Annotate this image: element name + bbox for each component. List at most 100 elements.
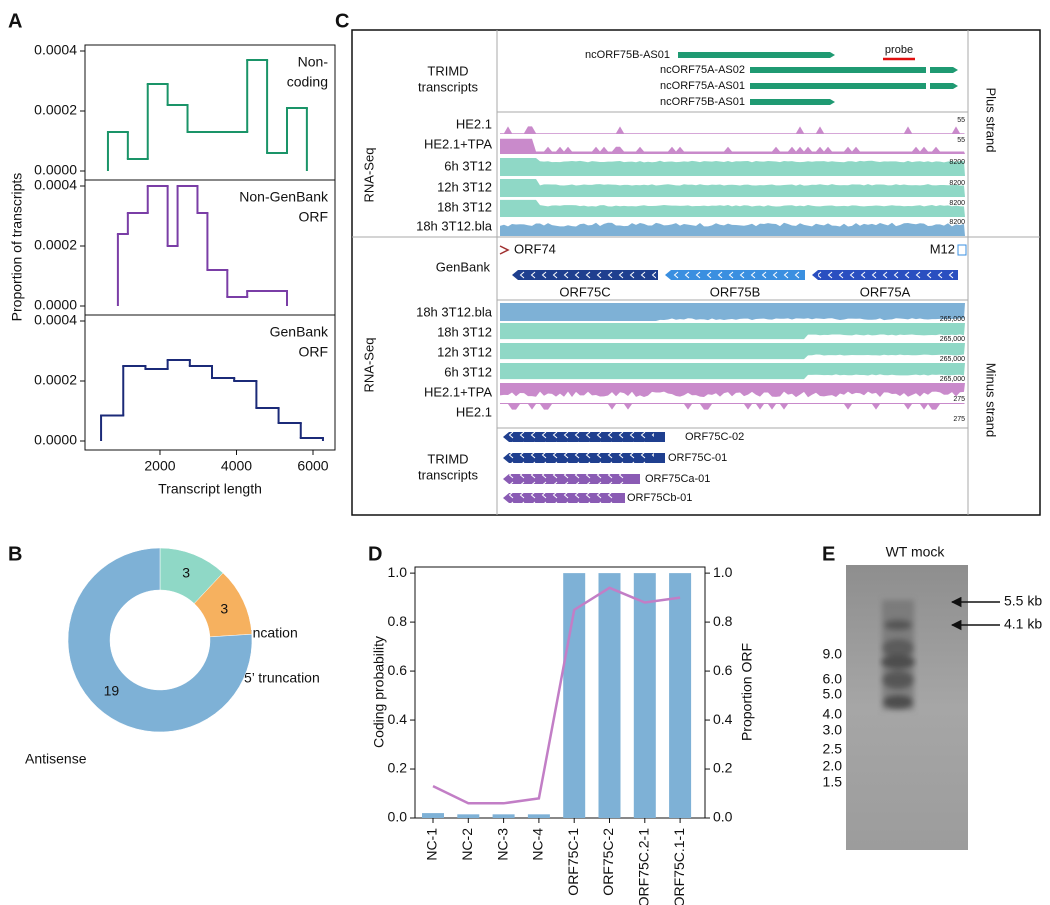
coverage-track xyxy=(500,222,965,236)
transcript-chevrons xyxy=(509,474,629,484)
bar xyxy=(633,573,656,818)
y2-tick-label: 0.4 xyxy=(713,711,733,727)
y-tick-label: 0.0000 xyxy=(34,297,77,313)
transcript-label: ncORF75A-AS02 xyxy=(660,64,745,76)
y-tick-label: 0.6 xyxy=(388,662,408,678)
track-scale: 8200 xyxy=(949,180,965,187)
panel-label: B xyxy=(8,543,22,565)
y-tick-label: 0.0002 xyxy=(34,102,77,118)
track-label: HE2.1 xyxy=(456,116,492,131)
transcript xyxy=(750,83,958,89)
lane-smear xyxy=(882,600,914,710)
gene-label: ORF74 xyxy=(514,241,556,256)
transcript-label: ncORF75B-AS01 xyxy=(585,49,670,61)
section-label: TRIMD xyxy=(427,63,468,78)
series-label: Non- xyxy=(298,54,329,70)
y-tick-label: 0.0004 xyxy=(34,177,77,193)
x-tick-label: NC-3 xyxy=(494,828,510,861)
slice-value: 3 xyxy=(182,565,190,581)
track-label: 6h 3T12 xyxy=(444,364,492,379)
track-label: HE2.1+TPA xyxy=(424,136,492,151)
track-label: 18h 3T12 xyxy=(437,324,492,339)
transcript xyxy=(750,67,958,73)
track-scale: 55 xyxy=(957,117,965,124)
section-label: transcripts xyxy=(418,467,478,482)
series-label: ORF xyxy=(298,344,328,360)
ladder-label: 4.0 xyxy=(823,706,843,722)
track-label: 18h 3T12.bla xyxy=(416,304,493,319)
transcript-label: ORF75Ca-01 xyxy=(645,473,710,485)
coverage-track xyxy=(500,126,965,134)
track-scale: 275 xyxy=(953,396,965,403)
bar xyxy=(598,573,621,818)
transcript-chevrons xyxy=(509,453,654,463)
panel-label: A xyxy=(8,10,22,32)
series-label: Non-GenBank xyxy=(239,189,329,205)
track-scale: 275 xyxy=(953,416,965,423)
bar xyxy=(457,814,480,818)
ladder-label: 6.0 xyxy=(823,671,843,687)
y-tick-label: 0.0000 xyxy=(34,432,77,448)
coverage-track xyxy=(500,178,965,197)
y-tick-label: 0.0002 xyxy=(34,237,77,253)
ladder-label: 5.0 xyxy=(823,686,843,702)
arrow-label: 4.1 kb xyxy=(1004,616,1042,632)
gene-label: M12 xyxy=(930,241,955,256)
ladder-label: 9.0 xyxy=(823,646,843,662)
panel-a-frame xyxy=(84,44,336,451)
y-tick-label: 0.0004 xyxy=(34,312,77,328)
y-tick-label: 1.0 xyxy=(388,564,408,580)
section-label: transcripts xyxy=(418,79,478,94)
slice-value: 3 xyxy=(220,600,228,616)
strand-label: Minus strand xyxy=(984,363,999,437)
x-tick-label: 2000 xyxy=(144,458,175,474)
coverage-track xyxy=(500,303,965,322)
panel-label: C xyxy=(335,10,349,32)
x-tick-label: NC-1 xyxy=(424,828,440,861)
track-label: 18h 3T12 xyxy=(437,199,492,214)
track-scale: 8200 xyxy=(949,159,965,166)
panel-label: D xyxy=(368,543,382,565)
y-tick-label: 0.8 xyxy=(388,613,408,629)
transcript xyxy=(750,99,835,105)
ladder-label: 1.5 xyxy=(823,774,843,790)
x-tick-label: ORF75C-2 xyxy=(600,828,616,896)
slice-label: 5’ truncation xyxy=(244,670,320,686)
coverage-track xyxy=(500,323,965,340)
y-axis-title: Coding probability xyxy=(371,636,387,748)
coverage-track xyxy=(500,403,965,410)
section-label: TRIMD xyxy=(427,451,468,466)
transcript-chevrons xyxy=(509,493,614,503)
track-label: 6h 3T12 xyxy=(444,158,492,173)
track-scale: 265,000 xyxy=(940,316,965,323)
blot-title: WT mock xyxy=(886,544,946,560)
slice-value: 19 xyxy=(104,682,120,698)
coverage-track xyxy=(500,383,965,398)
gene-arrow xyxy=(499,245,510,255)
x-tick-label: 6000 xyxy=(297,458,328,474)
x-tick-label: NC-2 xyxy=(459,828,475,861)
arrow-label: 5.5 kb xyxy=(1004,593,1042,609)
x-tick-label: ORF75C.1-1 xyxy=(671,828,687,905)
gene-label: ORF75B xyxy=(710,284,761,299)
track-label: HE2.1 xyxy=(456,404,492,419)
x-tick-label: ORF75C.2-1 xyxy=(636,828,652,905)
ladder-label: 2.5 xyxy=(823,741,843,757)
gene-box xyxy=(957,244,967,256)
track-scale: 265,000 xyxy=(940,376,965,383)
panel-c-frame xyxy=(351,29,1041,516)
y2-tick-label: 1.0 xyxy=(713,564,733,580)
section-label: RNA-Seq xyxy=(361,338,376,393)
track-scale: 8200 xyxy=(949,219,965,226)
blot-bands xyxy=(881,600,915,710)
track-scale: 55 xyxy=(957,137,965,144)
gene-chevrons xyxy=(518,270,656,280)
track-scale: 265,000 xyxy=(940,336,965,343)
y2-axis-title: Proportion ORF xyxy=(739,643,755,741)
bar xyxy=(422,813,444,818)
series-label: GenBank xyxy=(270,324,329,340)
series-label: coding xyxy=(287,74,328,90)
gene-label: ORF75A xyxy=(860,284,911,299)
y-axis-title: Proportion of transcripts xyxy=(9,173,25,322)
